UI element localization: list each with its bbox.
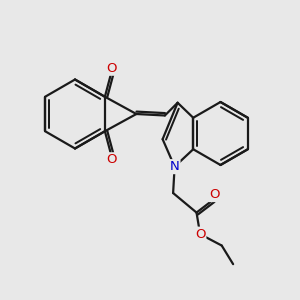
Text: O: O <box>106 153 117 166</box>
Text: O: O <box>195 228 206 241</box>
Text: N: N <box>170 160 179 173</box>
Text: O: O <box>209 188 220 201</box>
Text: O: O <box>106 62 117 75</box>
